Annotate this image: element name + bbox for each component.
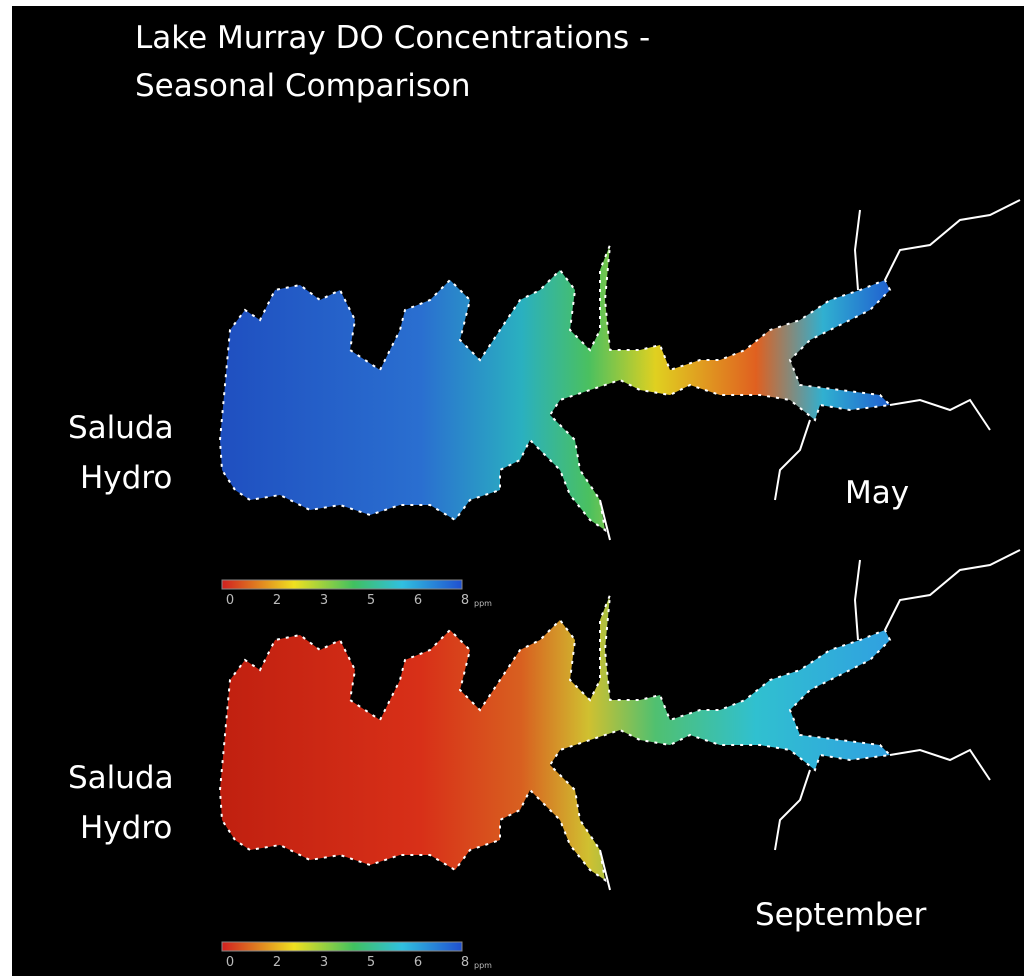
color-bar-unit: ppm <box>474 961 492 970</box>
dam-label: Saluda <box>68 410 174 446</box>
screen: Lake Murray DO Concentrations - Seasonal… <box>0 0 1024 976</box>
dam-label: Hydro <box>80 810 172 846</box>
month-label: May <box>845 475 909 511</box>
color-bar <box>222 942 462 951</box>
month-label: September <box>755 897 927 933</box>
color-bar-tick: 6 <box>414 593 422 608</box>
dam-label: Hydro <box>80 460 172 496</box>
color-bar-tick: 2 <box>273 955 281 970</box>
color-bar-tick: 2 <box>273 593 281 608</box>
color-bar-tick: 8 <box>461 593 469 608</box>
color-bar <box>222 580 462 589</box>
color-bar-tick: 3 <box>320 955 328 970</box>
color-bar-tick: 8 <box>461 955 469 970</box>
color-bar-tick: 6 <box>414 955 422 970</box>
dam-label: Saluda <box>68 760 174 796</box>
color-bar-tick: 0 <box>226 593 234 608</box>
title-line: Lake Murray DO Concentrations - <box>135 20 650 56</box>
color-bar-unit: ppm <box>474 599 492 608</box>
title-line: Seasonal Comparison <box>135 68 471 104</box>
color-bar-tick: 5 <box>367 593 375 608</box>
color-bar-tick: 5 <box>367 955 375 970</box>
color-bar-tick: 0 <box>226 955 234 970</box>
color-bar-tick: 3 <box>320 593 328 608</box>
